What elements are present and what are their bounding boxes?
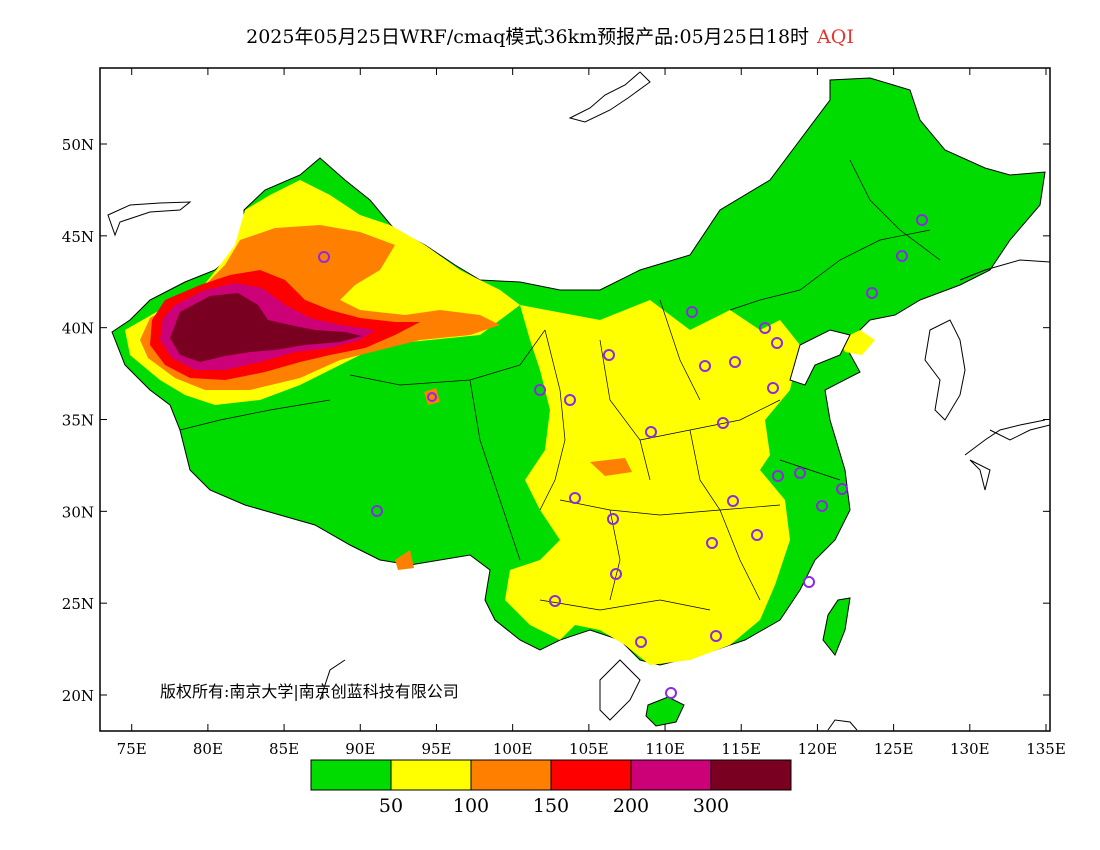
longitude-axis: 75E 80E 85E 90E 95E 100E 105E 110E 115E 120E 125E 1… xyxy=(117,68,1066,758)
station-marker xyxy=(371,505,383,517)
station-marker xyxy=(603,349,615,361)
legend-swatch xyxy=(310,759,392,791)
bohai-sea xyxy=(789,329,851,386)
aqi-zone-yellow-east xyxy=(505,300,800,665)
map-title-text: 2025年05月25日WRF/cmaq模式36km预报产品:05月25日18时 xyxy=(246,26,810,48)
station-marker xyxy=(635,636,647,648)
aqi-zone-hazardous xyxy=(170,293,362,362)
lon-tick-label: 135E xyxy=(1026,740,1066,758)
station-marker xyxy=(727,495,739,507)
station-marker xyxy=(699,360,711,372)
station-marker xyxy=(866,287,878,299)
lon-tick-label: 95E xyxy=(421,740,451,758)
aqi-legend: 50 100 150 200 300 xyxy=(310,759,792,817)
station-marker xyxy=(665,687,677,699)
station-marker xyxy=(549,595,561,607)
station-marker xyxy=(569,492,581,504)
map-title-variable: AQI xyxy=(817,26,854,48)
lon-tick-label: 125E xyxy=(874,740,914,758)
station-marker xyxy=(706,537,718,549)
legend-label: 150 xyxy=(533,795,569,817)
lon-tick-label: 110E xyxy=(645,740,685,758)
station-marker xyxy=(607,513,619,525)
legend-label: 200 xyxy=(613,795,649,817)
province-boundaries xyxy=(179,159,941,611)
station-marker xyxy=(794,467,806,479)
legend-swatch xyxy=(710,759,792,791)
station-marker xyxy=(717,417,729,429)
station-marker xyxy=(534,384,546,396)
station-marker xyxy=(759,322,771,334)
map-frame xyxy=(99,67,1051,732)
latitude-axis: 50N 45N 40N 35N 30N 25N 20N xyxy=(62,136,1050,705)
station-marker xyxy=(318,251,330,263)
lat-tick-label: 45N xyxy=(62,228,94,246)
station-marker xyxy=(916,214,928,226)
copyright-text: 版权所有:南京大学|南京创蓝科技有限公司 xyxy=(160,682,459,701)
legend-label: 100 xyxy=(453,795,489,817)
map-title: 2025年05月25日WRF/cmaq模式36km预报产品:05月25日18时 A… xyxy=(0,22,1100,49)
legend-swatch xyxy=(470,759,552,791)
station-marker xyxy=(896,250,908,262)
station-marker xyxy=(751,529,763,541)
station-marker xyxy=(836,483,848,495)
station-marker xyxy=(610,568,622,580)
lon-tick-label: 105E xyxy=(569,740,609,758)
station-marker xyxy=(645,426,657,438)
lon-tick-label: 100E xyxy=(493,740,533,758)
lat-tick-label: 20N xyxy=(62,687,94,705)
station-marker xyxy=(564,394,576,406)
aqi-spot-orange-tibet xyxy=(395,550,414,570)
monitoring-stations xyxy=(318,214,928,699)
station-marker xyxy=(767,382,779,394)
lon-tick-label: 130E xyxy=(950,740,990,758)
legend-swatch xyxy=(390,759,472,791)
station-marker xyxy=(686,306,698,318)
station-marker xyxy=(816,500,828,512)
taiwan-island xyxy=(822,597,851,656)
station-marker xyxy=(771,337,783,349)
lat-tick-label: 25N xyxy=(62,595,94,613)
station-marker xyxy=(772,470,784,482)
lon-tick-label: 75E xyxy=(117,740,147,758)
hainan-island xyxy=(645,696,685,727)
lon-tick-label: 80E xyxy=(193,740,223,758)
lat-tick-label: 40N xyxy=(62,320,94,338)
legend-swatch xyxy=(630,759,712,791)
lon-tick-label: 90E xyxy=(345,740,375,758)
lon-tick-label: 120E xyxy=(798,740,838,758)
legend-label: 300 xyxy=(693,795,729,817)
station-marker xyxy=(427,392,437,402)
station-marker xyxy=(803,576,815,588)
map-area xyxy=(107,71,1050,731)
lon-tick-label: 115E xyxy=(721,740,761,758)
aqi-spot-orange-qinghai xyxy=(424,388,440,405)
neighbor-coastlines xyxy=(107,71,1050,731)
aqi-spot-orange-sichuan xyxy=(590,458,632,476)
lon-tick-label: 85E xyxy=(269,740,299,758)
lat-tick-label: 30N xyxy=(62,503,94,521)
legend-swatch xyxy=(550,759,632,791)
lat-tick-label: 35N xyxy=(62,412,94,430)
station-marker xyxy=(729,356,741,368)
legend-label: 50 xyxy=(379,795,403,817)
lat-tick-label: 50N xyxy=(62,136,94,154)
station-marker xyxy=(710,630,722,642)
